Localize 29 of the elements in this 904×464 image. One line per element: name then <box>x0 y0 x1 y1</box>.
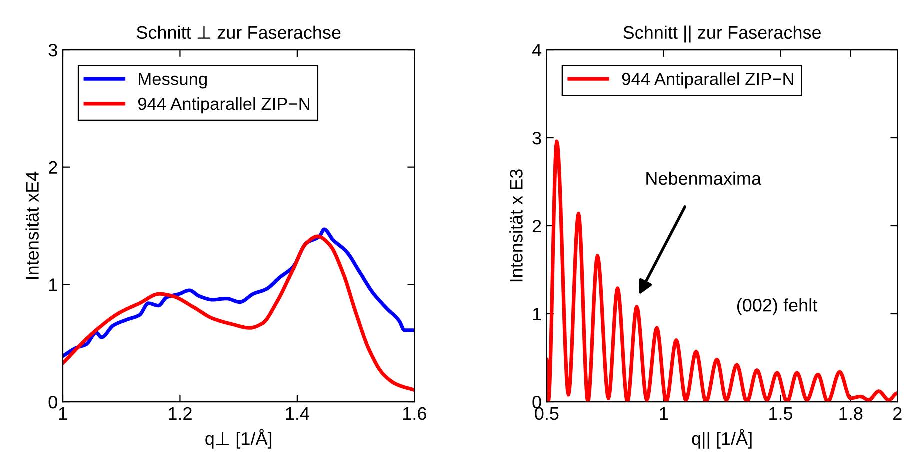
y-tick-label: 2 <box>49 161 58 174</box>
y-tick-label: 1 <box>533 308 542 321</box>
annotation: Nebenmaxima <box>646 172 762 186</box>
x-axis-title: q|| [1/Å] <box>692 429 752 449</box>
y-axis-title: Intensität x E3 <box>510 170 523 282</box>
x-tick-label: 0.5 <box>535 407 559 420</box>
chart-title: Schnitt ⊥ zur Faserachse <box>136 26 341 40</box>
y-tick-label: 3 <box>48 44 58 57</box>
x-tick-label: 1.2 <box>169 407 192 420</box>
y-tick-label: 1 <box>49 278 58 292</box>
x-tick-label: 1.5 <box>770 408 793 420</box>
y-tick-label: 4 <box>532 44 542 57</box>
x-tick-label: 2 <box>894 407 902 420</box>
legend-label: Messung <box>139 73 207 89</box>
y-tick-label: 0 <box>532 396 542 409</box>
legend-label: 944 Antiparallel ZIP−N <box>138 97 310 114</box>
x-tick-label: 1 <box>660 408 668 420</box>
y-tick-label: 2 <box>532 220 542 233</box>
y-tick-label: 0 <box>48 396 58 409</box>
chart-title: Schnitt || zur Faserachse <box>624 26 822 43</box>
annotation: (002) fehlt <box>737 298 818 316</box>
x-tick-label: 1.4 <box>286 408 310 420</box>
legend-label: 944 Antiparallel ZIP−N <box>622 72 794 89</box>
y-axis-title: Intensität xE4 <box>26 172 39 280</box>
x-tick-label: 1 <box>59 408 68 420</box>
x-tick-label: 1.6 <box>403 407 426 420</box>
y-tick-label: 3 <box>532 132 542 145</box>
x-tick-label: 1.8 <box>840 407 863 420</box>
x-axis-title: q⊥ [1/Å] <box>206 429 272 449</box>
